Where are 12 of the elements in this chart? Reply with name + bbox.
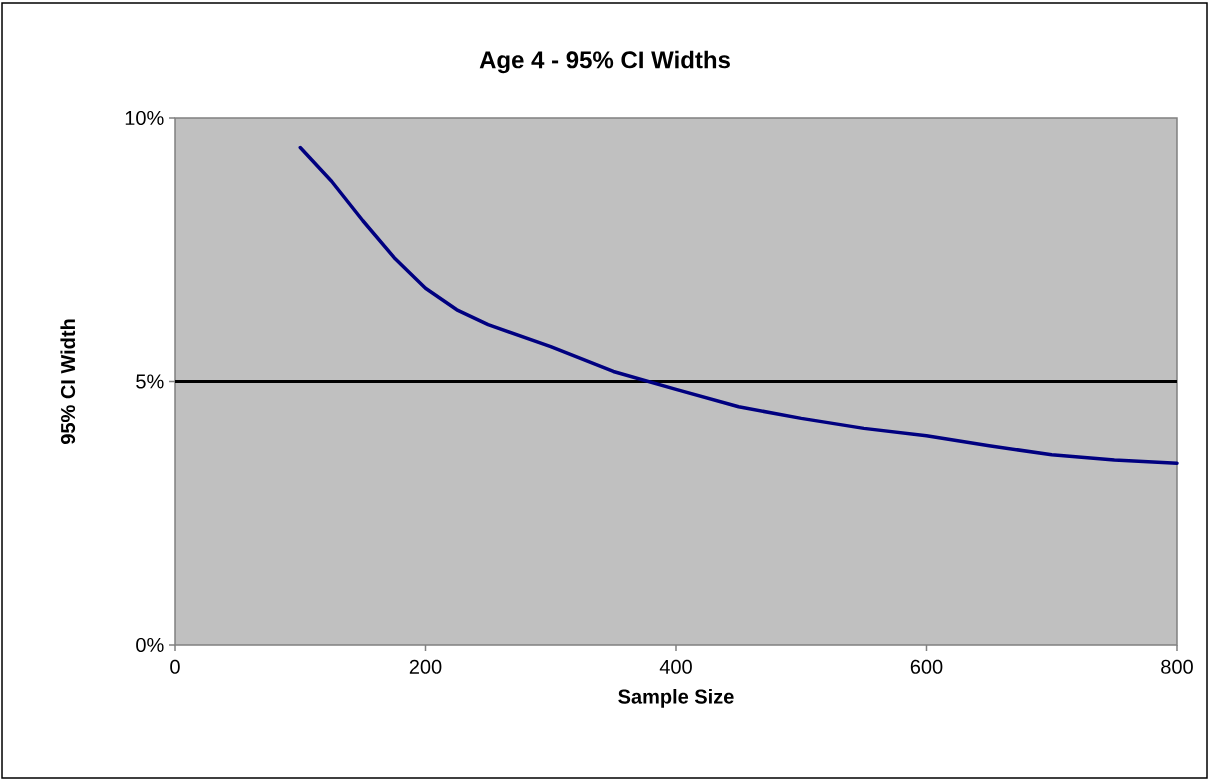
x-tick-label: 400 [659, 659, 692, 674]
line-series [298, 145, 1179, 465]
chart-title: Age 4 - 95% CI Widths [479, 50, 730, 74]
x-tick-label: 600 [910, 659, 943, 674]
y-axis-title: 95% CI Width [60, 319, 76, 445]
y-tick-label: 5% [136, 374, 164, 389]
x-tick-label: 200 [409, 659, 442, 674]
y-tick-label: 0% [136, 637, 164, 653]
y-tick-label: 10% [125, 110, 164, 126]
x-tick-label: 0 [170, 659, 180, 674]
x-tick-label: 800 [1161, 659, 1193, 674]
x-axis-title: Sample Size [618, 689, 734, 708]
